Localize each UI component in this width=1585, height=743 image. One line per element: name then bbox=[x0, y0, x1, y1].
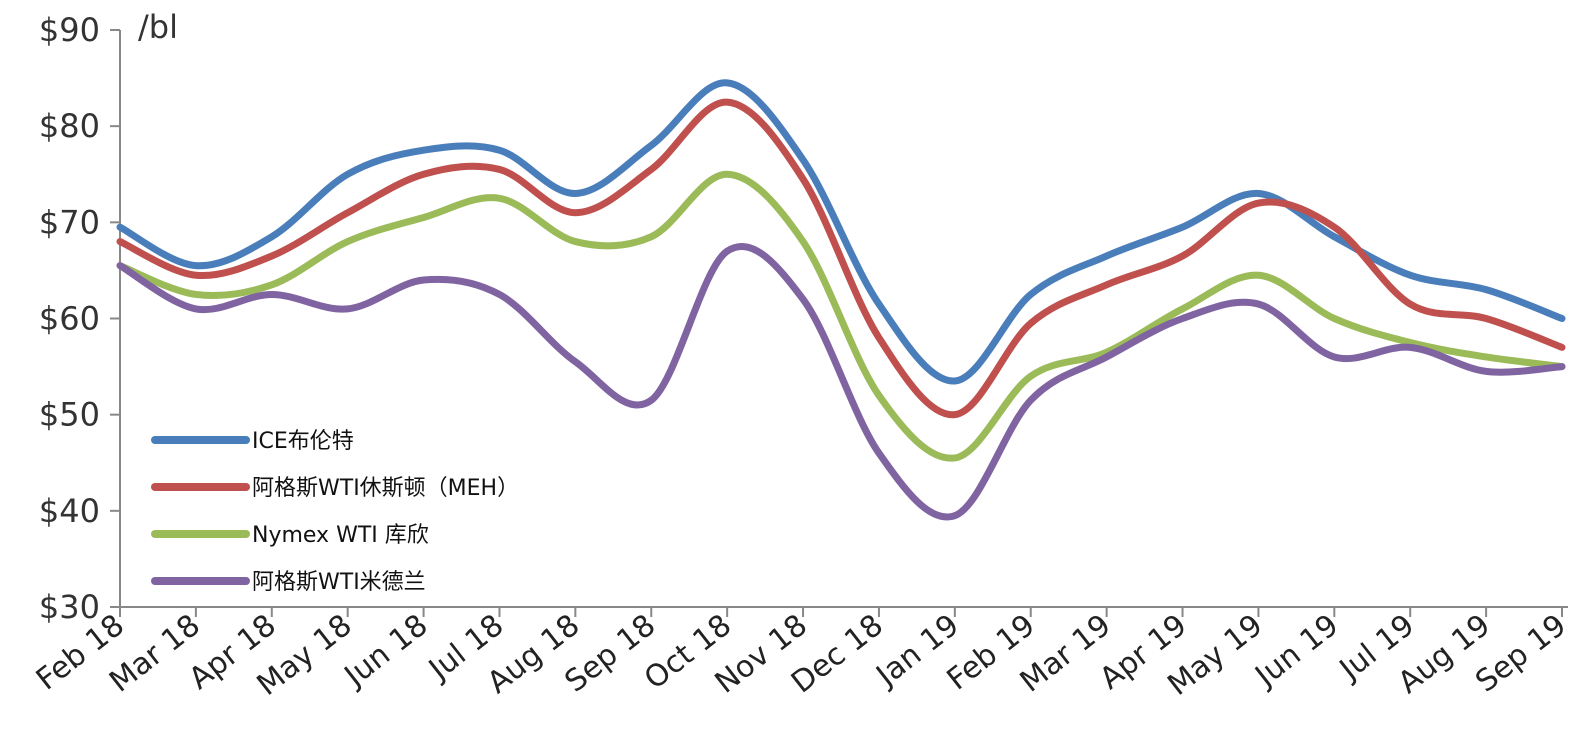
y-tick-label: $70 bbox=[39, 203, 100, 241]
series-line-4 bbox=[116, 243, 1566, 521]
legend-label: 阿格斯WTI休斯顿（MEH） bbox=[252, 476, 519, 501]
y-tick-label: $60 bbox=[39, 300, 100, 338]
y-tick-label: $30 bbox=[39, 588, 100, 626]
x-tick-label: Jun 19 bbox=[1248, 608, 1346, 695]
series-layer bbox=[116, 79, 1566, 521]
legend-label: 阿格斯WTI米德兰 bbox=[252, 570, 426, 595]
series-line-2 bbox=[116, 98, 1566, 419]
y-tick-label: $40 bbox=[39, 492, 100, 530]
x-tick-label: Jun 18 bbox=[337, 608, 435, 695]
series-line-1 bbox=[116, 79, 1566, 385]
y-tick-label: $80 bbox=[39, 107, 100, 145]
legend-label: Nymex WTI 库欣 bbox=[252, 523, 429, 548]
y-tick-label: $50 bbox=[39, 396, 100, 434]
series-line-3 bbox=[116, 170, 1566, 462]
legend-label: ICE布伦特 bbox=[252, 429, 354, 454]
y-tick-label: $90 bbox=[39, 11, 100, 49]
y-axis-unit-label: /bl bbox=[138, 8, 178, 46]
